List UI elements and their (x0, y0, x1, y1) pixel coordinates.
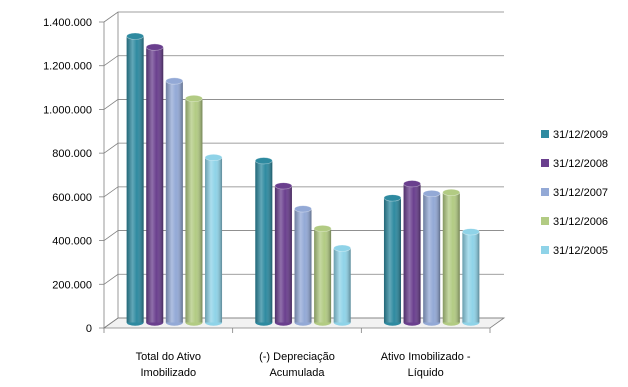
bar (442, 188, 461, 326)
legend-label: 31/12/2006 (553, 216, 608, 228)
y-tick-label: 1.000.000 (43, 104, 92, 116)
legend-item: 31/12/2005 (541, 245, 608, 257)
bar (145, 43, 164, 326)
bar (462, 228, 480, 326)
y-tick-label: 200.000 (52, 279, 92, 291)
bar (383, 194, 402, 326)
bar (313, 225, 332, 326)
gridline (103, 317, 504, 329)
gridline (103, 186, 504, 198)
gridlines (103, 11, 504, 329)
gridline (103, 142, 504, 154)
bar (185, 94, 203, 326)
y-tick-label: 1.400.000 (43, 17, 92, 29)
gridline (103, 11, 504, 23)
legend-swatch (541, 246, 549, 254)
y-axis: 0 200.000 400.000 600.000 800.000 1.000.000 1.… (43, 17, 104, 335)
gridline (103, 55, 504, 67)
gridline (103, 230, 504, 241)
y-tick-label: 1.200.000 (43, 61, 92, 73)
bar (403, 180, 421, 326)
bar (333, 244, 352, 326)
bar (422, 190, 441, 326)
bar (204, 153, 223, 326)
bars (126, 32, 480, 326)
x-axis: Total do Ativo Imobilizado (-) Depreciação… (103, 328, 491, 379)
legend: 31/12/2009 31/12/2008 31/12/2007 31/12/2006… (541, 129, 608, 257)
bar (294, 205, 312, 326)
legend-item: 31/12/2009 (541, 129, 608, 141)
x-tick-label: (-) Depreciação Acumulada (259, 351, 335, 379)
bar (274, 182, 293, 326)
y-tick-label: 800.000 (52, 148, 92, 160)
y-tick-label: 600.000 (52, 192, 92, 204)
legend-swatch (541, 188, 549, 196)
legend-swatch (541, 159, 549, 167)
legend-item: 31/12/2007 (541, 187, 608, 199)
legend-label: 31/12/2005 (553, 245, 608, 257)
bar (126, 32, 144, 326)
gridline (103, 99, 504, 110)
legend-item: 31/12/2006 (541, 216, 608, 228)
legend-item: 31/12/2008 (541, 158, 608, 170)
x-tick-label: Ativo Imobilizado -Líquido (381, 351, 471, 379)
y-tick-label: 0 (86, 323, 92, 335)
legend-label: 31/12/2007 (553, 187, 608, 199)
legend-label: 31/12/2009 (553, 129, 608, 141)
legend-swatch (541, 130, 549, 138)
y-tick-label: 400.000 (52, 236, 92, 248)
bar (254, 157, 273, 326)
x-tick-label: Total do Ativo Imobilizado (136, 351, 201, 379)
legend-swatch (541, 217, 549, 225)
legend-label: 31/12/2008 (553, 158, 608, 170)
gridline (103, 273, 504, 285)
bar (165, 77, 184, 326)
